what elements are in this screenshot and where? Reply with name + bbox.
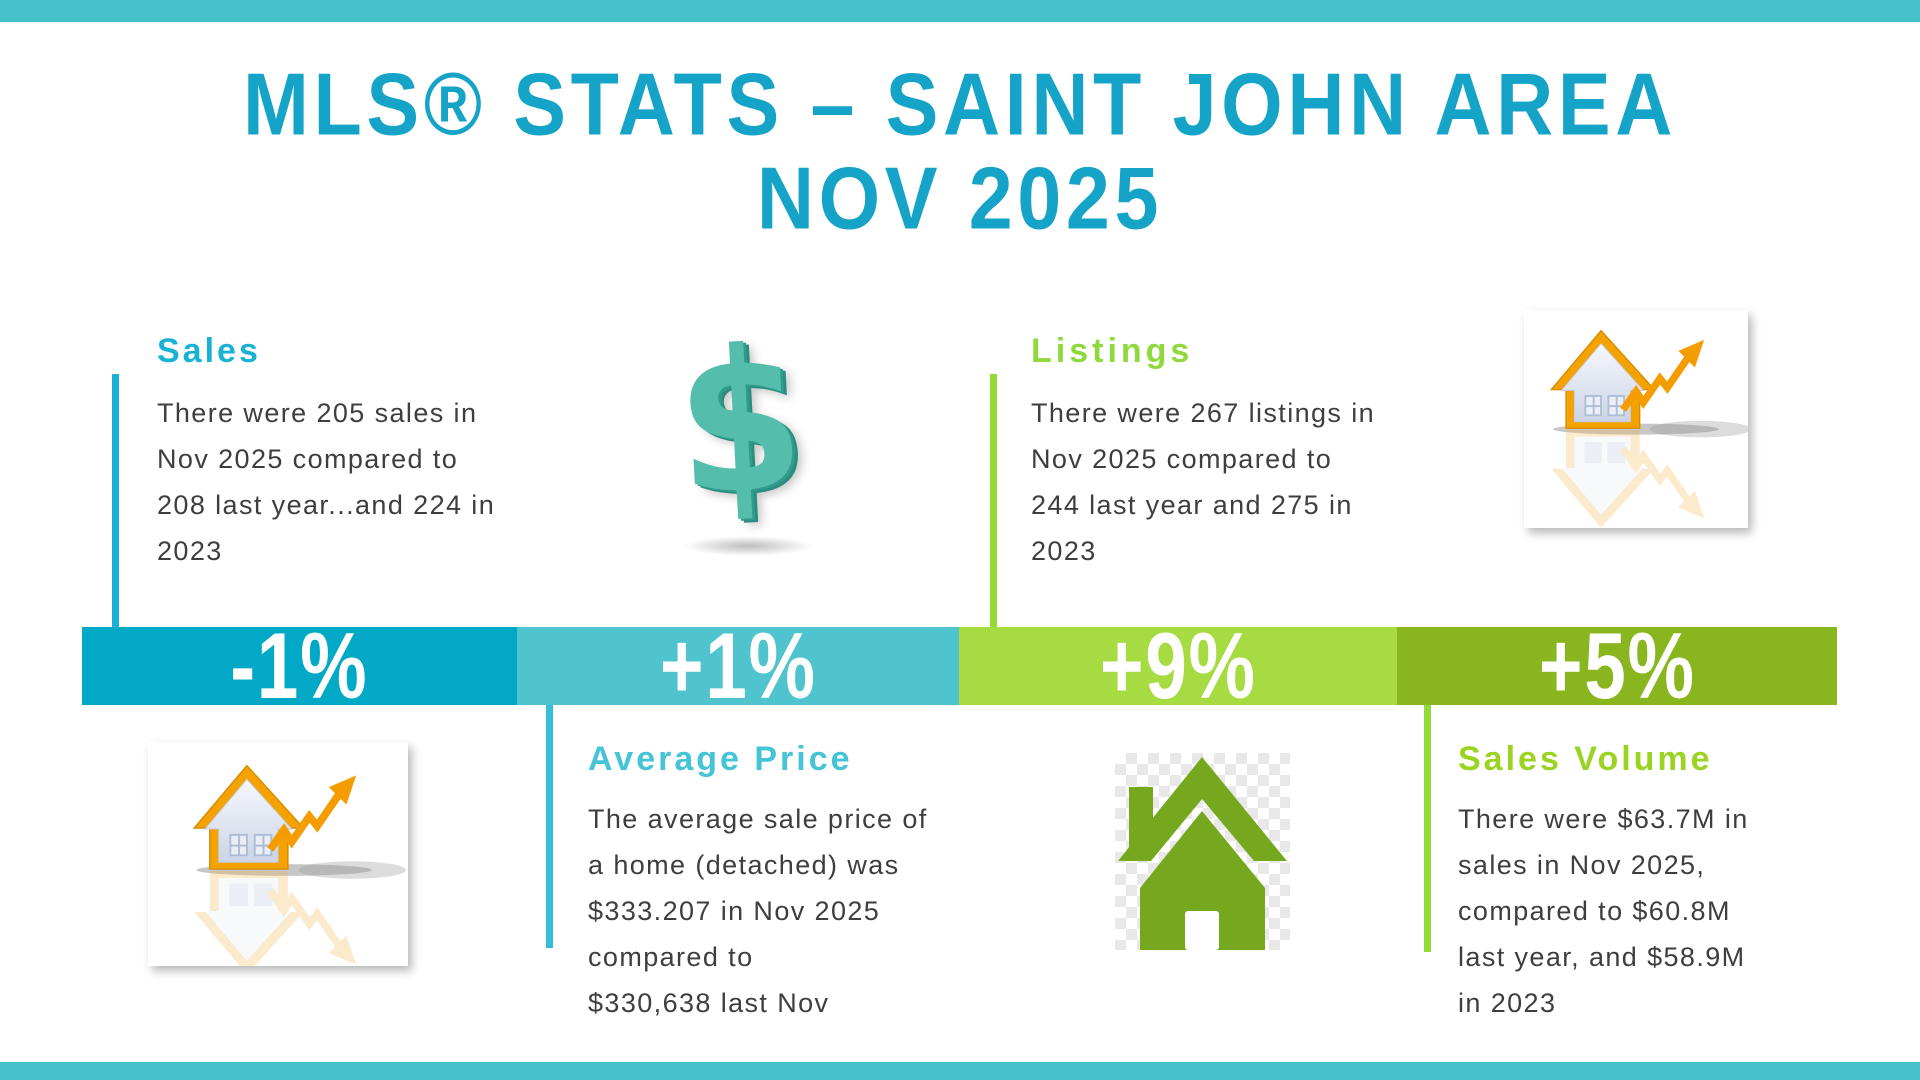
sales-volume-accent-line xyxy=(1424,705,1431,952)
average-price-change-percent: +1% xyxy=(659,613,817,718)
listings-accent-line xyxy=(990,374,997,627)
listings-body-line: 244 last year and 275 in xyxy=(1031,490,1353,520)
green-house-icon xyxy=(1115,753,1290,950)
house-trend-arrow-icon xyxy=(148,742,408,966)
sales-volume-body: There were $63.7M in sales in Nov 2025, … xyxy=(1458,796,1749,1026)
sales-body: There were 205 sales in Nov 2025 compare… xyxy=(157,390,495,574)
band-segment-average-price: +1% xyxy=(517,613,959,718)
dollar-shadow xyxy=(683,536,813,556)
sales-volume-body-line: There were $63.7M in xyxy=(1458,804,1749,834)
top-accent-bar xyxy=(0,0,1920,22)
average-price-body-line: $333.207 in Nov 2025 xyxy=(588,896,881,926)
average-price-body-line: compared to xyxy=(588,942,754,972)
dollar-glyph: $ xyxy=(671,305,809,541)
listings-heading: Listings xyxy=(1031,332,1194,370)
sales-body-line: 2023 xyxy=(157,536,223,566)
average-price-body: The average sale price of a home (detach… xyxy=(588,796,928,1026)
listings-body-line: There were 267 listings in xyxy=(1031,398,1376,428)
percentage-band: -1% +1% +9% +5% xyxy=(82,613,1837,718)
house-trend-image-bottom-left xyxy=(148,742,408,966)
band-segment-sales: -1% xyxy=(82,613,517,718)
band-segment-sales-volume: +5% xyxy=(1397,613,1837,718)
bottom-accent-bar xyxy=(0,1062,1920,1080)
sales-heading: Sales xyxy=(157,332,261,370)
sales-volume-body-line: last year, and $58.9M xyxy=(1458,942,1746,972)
sales-body-line: There were 205 sales in xyxy=(157,398,478,428)
sales-volume-change-percent: +5% xyxy=(1538,613,1696,718)
average-price-heading: Average Price xyxy=(588,740,853,778)
sales-change-percent: -1% xyxy=(230,613,369,718)
sales-volume-heading: Sales Volume xyxy=(1458,740,1713,778)
sales-volume-body-line: sales in Nov 2025, xyxy=(1458,850,1706,880)
listings-body: There were 267 listings in Nov 2025 comp… xyxy=(1031,390,1375,574)
sales-accent-line xyxy=(112,374,119,627)
page-title: MLS® STATS – SAINT JOHN AREA NOV 2025 xyxy=(0,56,1920,248)
house-trend-arrow-icon xyxy=(1524,310,1748,528)
green-house-glyph xyxy=(1118,757,1287,950)
listings-body-line: Nov 2025 compared to xyxy=(1031,444,1333,474)
house-trend-image-top-right xyxy=(1524,310,1748,528)
average-price-accent-line xyxy=(546,705,553,948)
listings-body-line: 2023 xyxy=(1031,536,1097,566)
average-price-body-line: $330,638 last Nov xyxy=(588,988,830,1018)
band-segment-listings: +9% xyxy=(959,613,1397,718)
dollar-sign-icon: $ xyxy=(655,305,825,558)
average-price-body-line: a home (detached) was xyxy=(588,850,900,880)
listings-change-percent: +9% xyxy=(1099,613,1257,718)
page-title-line-2: NOV 2025 xyxy=(756,150,1164,248)
sales-volume-body-line: in 2023 xyxy=(1458,988,1557,1018)
average-price-body-line: The average sale price of xyxy=(588,804,928,834)
sales-body-line: 208 last year...and 224 in xyxy=(157,490,496,520)
page-title-line-1: MLS® STATS – SAINT JOHN AREA xyxy=(242,56,1678,154)
sales-volume-body-line: compared to $60.8M xyxy=(1458,896,1731,926)
sales-body-line: Nov 2025 compared to xyxy=(157,444,459,474)
